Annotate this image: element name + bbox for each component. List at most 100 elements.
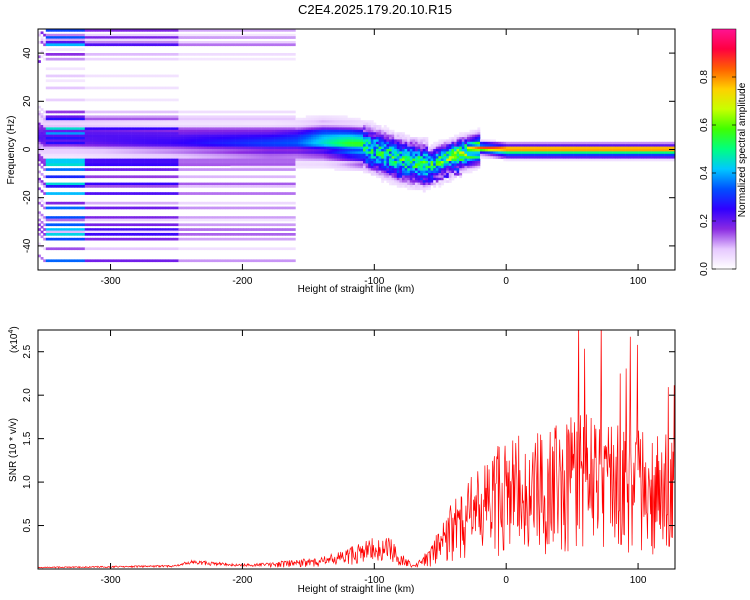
spectrogram-cell [248, 36, 252, 39]
spectrogram-cell [152, 185, 156, 188]
spectrogram-cell [144, 43, 148, 47]
spectrogram-cell [48, 185, 52, 188]
spectrogram-cell [139, 122, 143, 126]
spectrogram-cell [225, 247, 229, 251]
spectrogram-cell [110, 98, 114, 102]
spectrogram-cell [74, 144, 78, 147]
spectrogram-cell [212, 149, 216, 152]
spectrogram-cell [108, 134, 112, 138]
spectrogram-cell [152, 144, 156, 147]
spectrogram-cell [305, 139, 309, 143]
spectrogram-cell [248, 43, 252, 47]
spectrogram-cell [77, 132, 80, 135]
spectrogram-cell [287, 165, 291, 169]
spectrogram-cell [201, 110, 205, 114]
spectrogram-cell [227, 216, 231, 219]
spectrogram-cell [188, 228, 192, 231]
spectrogram-cell [131, 206, 135, 210]
spectrogram-cell [240, 41, 244, 44]
spectrogram-cell [173, 233, 177, 236]
spectrogram-cell [300, 120, 304, 123]
spectrogram-cell [186, 117, 190, 121]
spectrogram-cell [168, 156, 171, 159]
spectrogram-cell [209, 216, 213, 219]
spectrogram-cell [84, 122, 88, 126]
spectrogram-cell [139, 216, 143, 219]
spectrogram-cell [155, 163, 158, 167]
spectrogram-cell [248, 137, 252, 140]
spectrogram-cell [186, 141, 190, 145]
spectrogram-cell [149, 141, 153, 145]
spectrogram-cell [300, 153, 304, 157]
spectrogram-cell [121, 141, 125, 145]
spectrogram-cell [71, 38, 75, 42]
spectrogram-cell [61, 115, 65, 119]
spectrogram-cell [256, 122, 260, 126]
spectrogram-cell [160, 146, 164, 150]
spectrogram-cell [92, 185, 96, 188]
spectrogram-cell [269, 141, 273, 145]
spectrogram-cell [79, 134, 83, 138]
spectrogram-cell [266, 129, 270, 133]
spectrogram-cell [79, 127, 83, 131]
spectrogram-cell [248, 153, 252, 157]
spectrogram-cell [38, 137, 41, 140]
spectrogram-cell [45, 201, 49, 205]
spectrogram-cell [43, 156, 47, 159]
spectrogram-cell [199, 141, 203, 145]
spectrogram-cell [53, 125, 57, 128]
spectrogram-cell [123, 163, 127, 167]
spectrogram-cell [222, 259, 226, 263]
spectrogram-cell [79, 156, 83, 159]
spectrogram-cell [87, 125, 91, 128]
spectrogram-cell [277, 36, 281, 39]
spectrogram-cell [170, 228, 174, 231]
spectrogram-cell [162, 127, 166, 131]
spectrogram-cell [290, 218, 294, 222]
spectrogram-cell [144, 137, 148, 140]
spectrogram-cell [194, 182, 197, 186]
spectrogram-cell [248, 182, 252, 186]
spectrogram-cell [51, 216, 54, 219]
spectrogram-cell [61, 132, 65, 135]
spectrogram-cell [204, 247, 208, 251]
spectrogram-cell [292, 175, 296, 179]
spectrogram-cell [196, 125, 200, 128]
spectrogram-cell [129, 29, 132, 32]
spectrogram-cell [74, 79, 78, 83]
spectrogram-cell [269, 43, 273, 47]
spectrogram-cell [191, 259, 195, 263]
spectrogram-cell [259, 33, 262, 37]
spectrogram-cell [300, 161, 304, 164]
spectrogram-cell [217, 156, 221, 159]
spectrogram-cell [233, 149, 236, 152]
spectrogram-cell [238, 237, 242, 241]
spectrogram-cell [79, 38, 83, 42]
spectrogram-cell [92, 146, 96, 150]
spectrogram-cell [123, 201, 127, 205]
spectrogram-cell [53, 67, 57, 71]
spectrogram-cell [183, 153, 187, 157]
spectrogram-cell [108, 151, 112, 155]
spectrogram-cell [92, 161, 96, 164]
spectrogram-cell [194, 132, 197, 135]
spectrogram-cell [43, 129, 47, 133]
spectrogram-cell [45, 237, 49, 241]
spectrogram-cell [142, 153, 145, 157]
spectrogram-cell [194, 129, 197, 133]
spectrogram-cell [186, 29, 190, 32]
spectrogram-cell [105, 36, 109, 39]
spectrogram-cell [316, 141, 320, 145]
spectrogram-cell [38, 213, 41, 217]
spectrogram-cell [149, 158, 153, 162]
spectrogram-cell [277, 43, 281, 47]
spectrogram-cell [155, 132, 158, 135]
spectrogram-cell [199, 216, 203, 219]
spectrogram-cell [90, 201, 93, 205]
spectrogram-cell [84, 192, 88, 195]
spectrogram-cell [183, 141, 187, 145]
spectrogram-cell [220, 156, 223, 159]
spectrogram-cell [194, 185, 197, 188]
spectrogram-cell [233, 259, 236, 263]
spectrogram-cell [324, 163, 327, 167]
